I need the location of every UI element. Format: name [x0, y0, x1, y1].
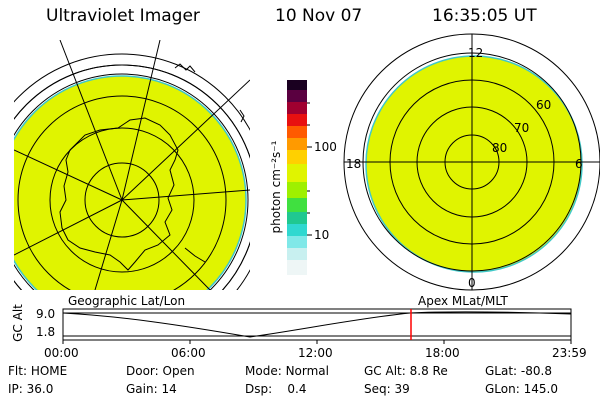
time-tick-1200: 12:00 [298, 346, 333, 360]
status-flt: Flt: HOME [8, 364, 68, 378]
altitude-y-high: 9.0 [36, 307, 56, 321]
altitude-curve [62, 311, 572, 338]
colorbar-tick-100: 100 [314, 140, 337, 154]
mlat-80-label: 80 [492, 141, 508, 155]
mlt-18-label: 18 [346, 157, 362, 171]
status-glat: GLat: -80.8 [485, 364, 552, 378]
geo-image-disc [14, 75, 247, 290]
altitude-y-low: 1.8 [36, 325, 56, 339]
intensity-colorbar [287, 80, 307, 275]
observation-date: 10 Nov 07 [275, 6, 363, 26]
altitude-ylabel: GC Alt [11, 304, 25, 342]
time-tick-2359: 23:59 [552, 346, 587, 360]
mlt-12-label: 12 [468, 46, 484, 60]
status-door: Door: Open [126, 364, 195, 378]
mlat-70-label: 70 [514, 121, 530, 135]
mlat-60-label: 60 [536, 98, 552, 112]
status-glon: GLon: 145.0 [485, 382, 558, 396]
colorbar-tick-10: 10 [314, 228, 330, 242]
status-gain: Gain: 14 [126, 382, 177, 396]
polar-image-disc [365, 55, 583, 273]
status-gcalt: GC Alt: 8.8 Re [364, 364, 448, 378]
mlt-0-label: 0 [468, 276, 476, 290]
polar-map-caption: Apex MLat/MLT [418, 294, 508, 308]
time-tick-0600: 06:00 [171, 346, 206, 360]
status-dsp: Dsp: 0.4 [245, 382, 307, 396]
mlt-6-label: 6 [575, 157, 583, 171]
status-mode: Mode: Normal [245, 364, 329, 378]
status-ip: IP: 36.0 [8, 382, 54, 396]
instrument-title: Ultraviolet Imager [46, 6, 200, 26]
observation-time: 16:35:05 UT [432, 6, 537, 26]
time-tick-0000: 00:00 [44, 346, 79, 360]
geo-map-caption: Geographic Lat/Lon [68, 294, 186, 308]
status-seq: Seq: 39 [364, 382, 410, 396]
time-tick-1800: 18:00 [425, 346, 460, 360]
